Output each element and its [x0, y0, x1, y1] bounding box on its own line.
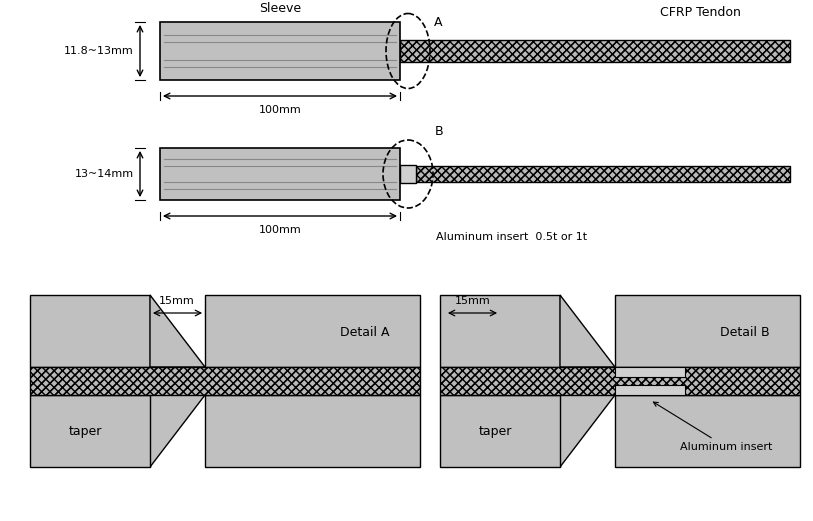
Text: 100mm: 100mm — [259, 225, 302, 235]
Bar — [440, 367, 800, 395]
Bar — [615, 295, 800, 367]
Polygon shape — [440, 295, 560, 367]
Polygon shape — [440, 395, 560, 467]
Text: 15mm: 15mm — [454, 296, 490, 306]
Bar — [30, 367, 420, 395]
Polygon shape — [150, 295, 205, 367]
Polygon shape — [30, 295, 150, 367]
Bar — [440, 367, 800, 395]
Text: 11.8~13mm: 11.8~13mm — [64, 46, 134, 56]
Text: Aluminum insert  0.5t or 1t: Aluminum insert 0.5t or 1t — [436, 232, 587, 242]
Polygon shape — [560, 295, 615, 367]
Bar — [30, 367, 420, 395]
Text: Detail A: Detail A — [341, 327, 389, 340]
Bar — [416, 166, 790, 182]
Bar — [160, 22, 400, 80]
Text: taper: taper — [478, 425, 511, 438]
Text: 100mm: 100mm — [259, 105, 302, 115]
Text: 15mm: 15mm — [159, 296, 195, 306]
Text: Sleeve: Sleeve — [259, 2, 301, 15]
Bar — [440, 395, 560, 467]
Bar — [615, 385, 685, 395]
Bar — [30, 395, 150, 467]
Polygon shape — [150, 395, 205, 467]
Text: Detail B: Detail B — [720, 327, 770, 340]
Polygon shape — [560, 395, 615, 467]
Text: CFRP Tendon: CFRP Tendon — [659, 6, 741, 19]
Bar — [205, 295, 420, 367]
Polygon shape — [30, 395, 150, 467]
Bar — [400, 40, 790, 62]
Text: taper: taper — [68, 425, 102, 438]
Text: A: A — [434, 16, 442, 29]
Bar — [400, 165, 416, 183]
Text: 13~14mm: 13~14mm — [75, 169, 134, 179]
Bar — [400, 40, 790, 62]
Text: B: B — [435, 125, 444, 138]
Bar — [160, 148, 400, 200]
Bar — [205, 395, 420, 467]
Bar — [615, 367, 685, 377]
Bar — [615, 395, 800, 467]
Bar — [416, 166, 790, 182]
Text: Aluminum insert: Aluminum insert — [654, 402, 772, 452]
